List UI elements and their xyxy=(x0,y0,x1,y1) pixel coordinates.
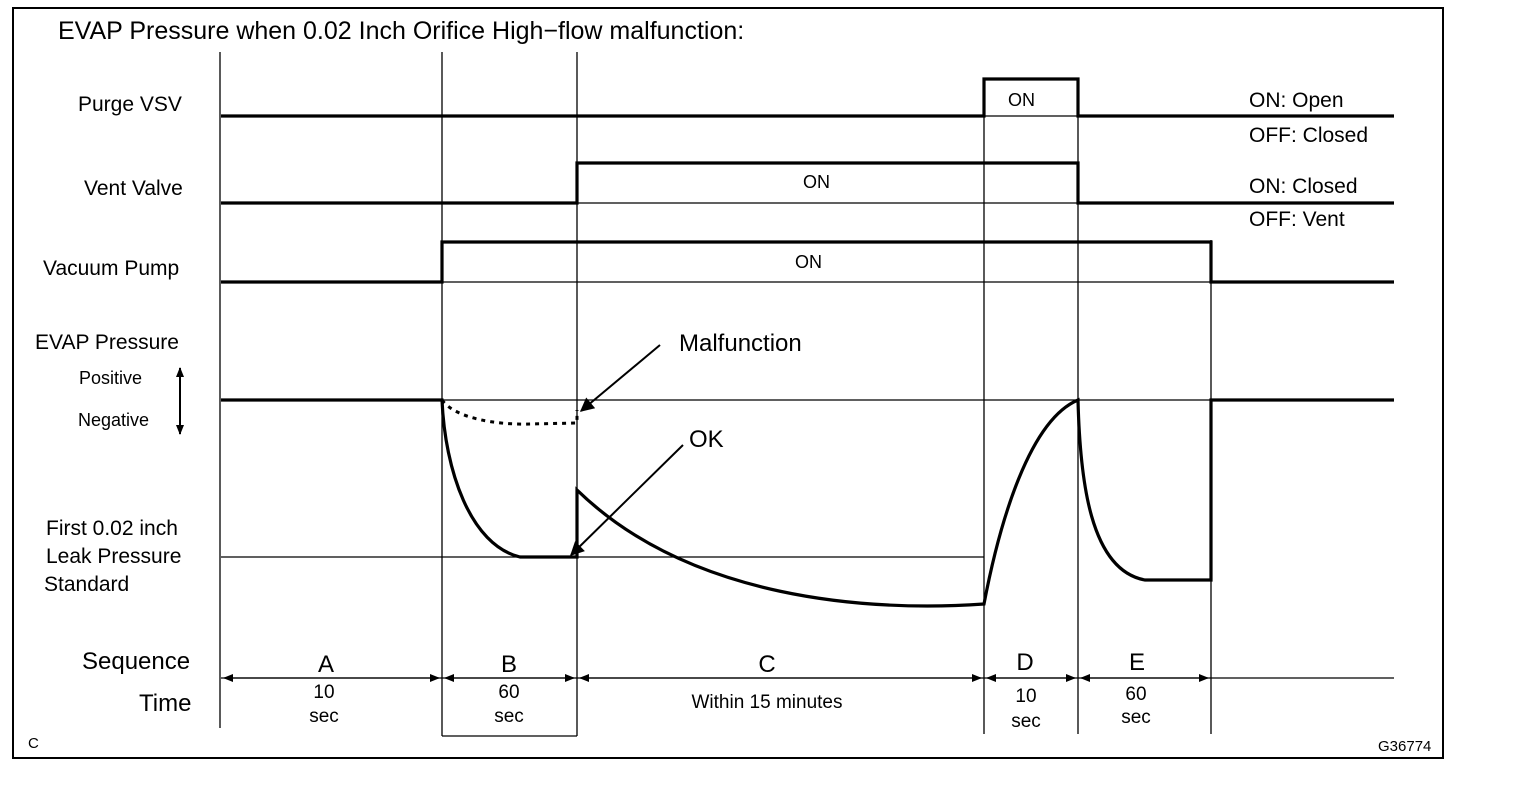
positive-label: Positive xyxy=(79,368,142,388)
ok-annotation: OK xyxy=(689,426,724,453)
figure-code: G36774 xyxy=(1378,738,1431,755)
purge-vsv-signal xyxy=(221,77,1394,118)
figure-frame xyxy=(12,7,1444,759)
negative-label: Negative xyxy=(78,410,149,430)
ok-arrow xyxy=(570,444,684,556)
vacuum-pump-signal xyxy=(221,240,1394,284)
phase-e-time2: sec xyxy=(1121,707,1151,728)
purge-vsv-legend-on: ON: Open xyxy=(1249,89,1344,112)
phase-b-time1: 60 xyxy=(498,682,519,703)
vent-valve-on-text: ON xyxy=(803,172,830,192)
phase-a-time2: sec xyxy=(309,706,339,727)
pressure-curve-malfunction xyxy=(440,399,579,426)
phase-b-time2: sec xyxy=(494,706,524,727)
vacuum-pump-on-text: ON xyxy=(795,252,822,272)
phase-boundaries xyxy=(219,52,1212,737)
corner-letter: C xyxy=(28,735,39,752)
time-label: Time xyxy=(139,690,191,717)
malfunction-annotation: Malfunction xyxy=(679,330,802,357)
leak-standard-label-2: Leak Pressure xyxy=(46,545,181,568)
diagram-title: EVAP Pressure when 0.02 Inch Orifice Hig… xyxy=(58,17,744,45)
phase-a-time1: 10 xyxy=(313,682,334,703)
phase-e-name: E xyxy=(1129,649,1145,676)
vent-valve-label: Vent Valve xyxy=(84,177,183,200)
phase-c-time1: Within 15 minutes xyxy=(691,692,842,713)
leak-standard-label-1: First 0.02 inch xyxy=(46,517,178,540)
vent-valve-signal xyxy=(221,161,1394,205)
phase-c-name: C xyxy=(758,651,775,678)
vacuum-pump-label: Vacuum Pump xyxy=(43,257,179,280)
leak-standard-label-3: Standard xyxy=(44,573,129,596)
malfunction-arrow xyxy=(579,344,661,412)
vent-valve-legend-off: OFF: Vent xyxy=(1249,208,1345,231)
sequence-label: Sequence xyxy=(82,648,190,675)
phase-d-time1: 10 xyxy=(1015,686,1036,707)
purge-vsv-on-text: ON xyxy=(1008,90,1035,110)
phase-b-name: B xyxy=(501,651,517,678)
evap-pressure-label: EVAP Pressure xyxy=(35,331,179,354)
phase-e-time1: 60 xyxy=(1125,684,1146,705)
purge-vsv-label: Purge VSV xyxy=(78,93,182,116)
phase-d-time2: sec xyxy=(1011,711,1041,732)
pressure-curve-ok xyxy=(221,397,1394,608)
phase-a-name: A xyxy=(318,651,334,678)
vent-valve-legend-on: ON: Closed xyxy=(1249,175,1358,198)
purge-vsv-legend-off: OFF: Closed xyxy=(1249,124,1368,147)
phase-d-name: D xyxy=(1016,649,1033,676)
